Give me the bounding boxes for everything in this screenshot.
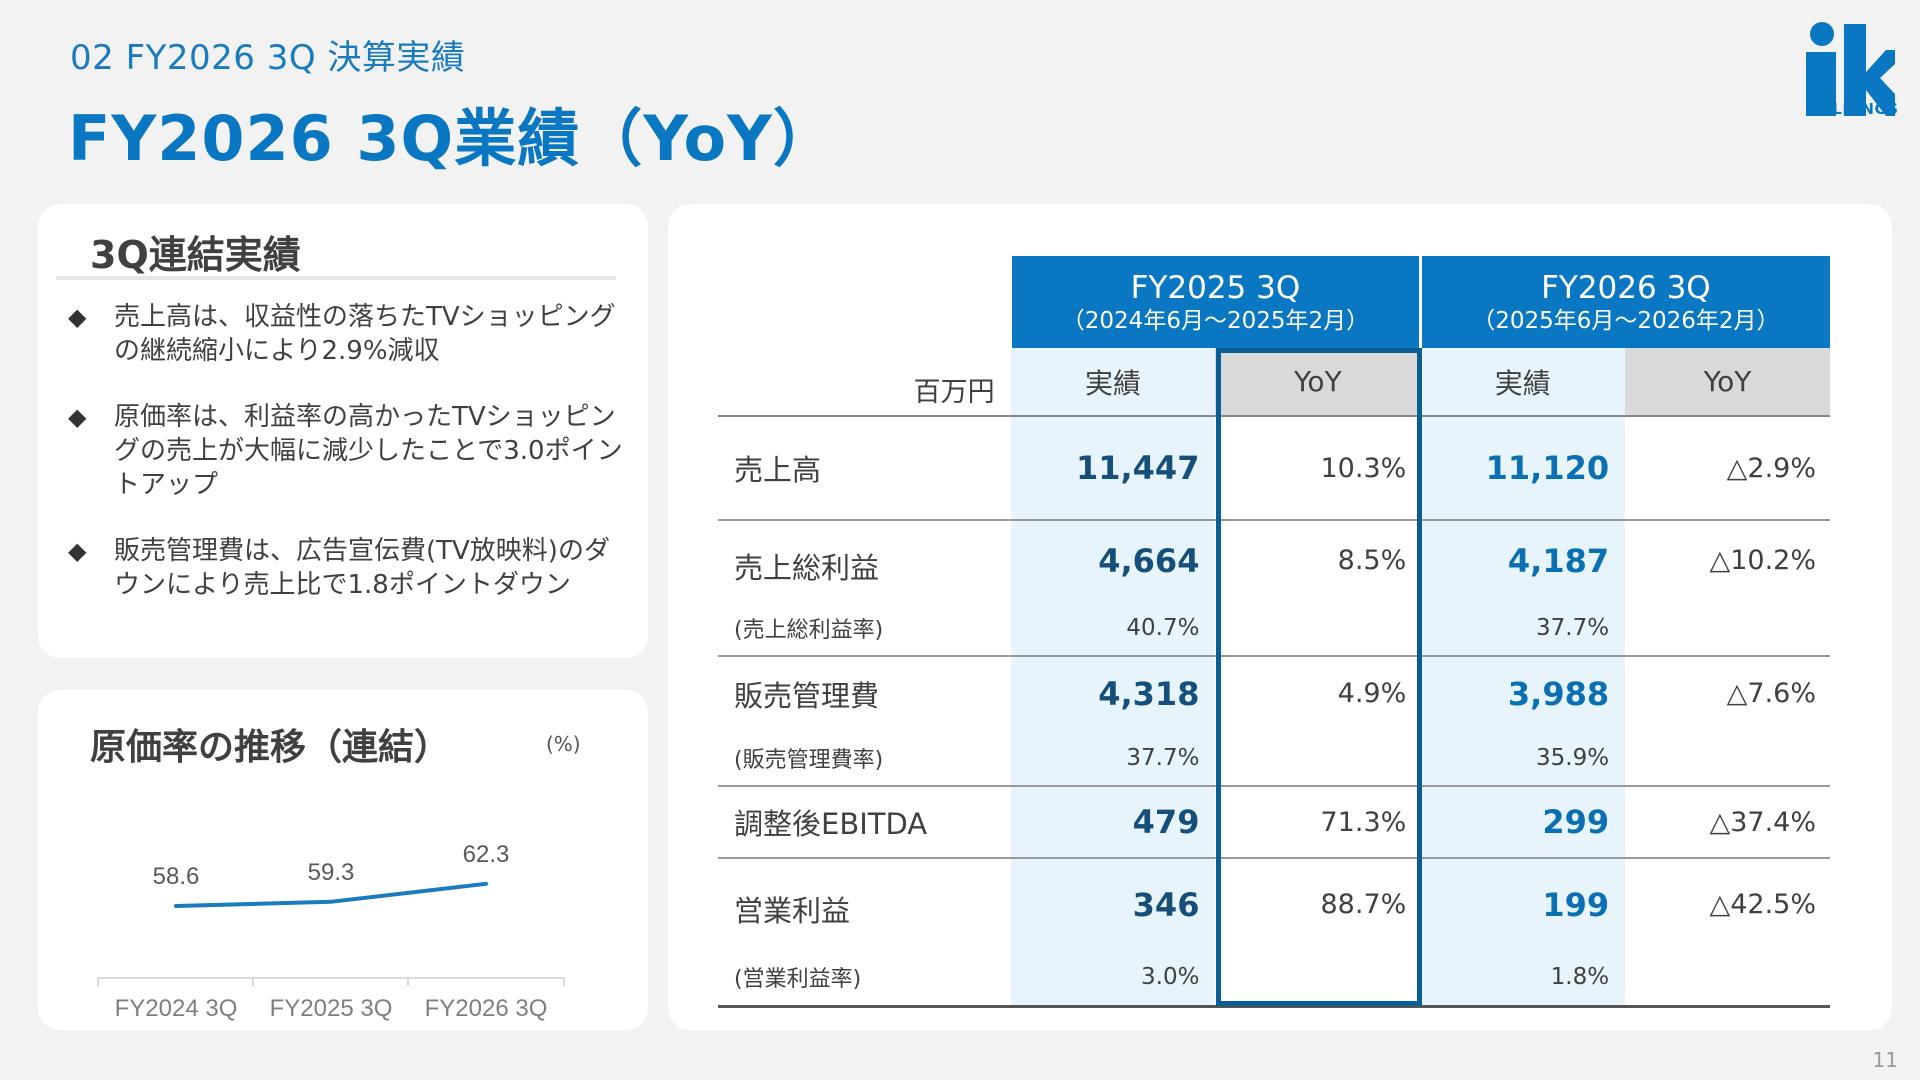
row-label: 調整後EBITDA: [718, 786, 1011, 859]
empty-cell: [1625, 950, 1830, 1008]
empty-header-cell: [718, 256, 1011, 348]
section-label: 02 FY2026 3Q 決算実績: [70, 38, 466, 78]
row-sub-label: (売上総利益率): [718, 600, 1011, 657]
period-name: FY2025 3Q: [1130, 270, 1301, 306]
value-cell: 479: [1010, 786, 1216, 859]
bullet-list: ◆ 売上高は、収益性の落ちたTVショッピングの継続縮小により2.9%減収 ◆ 原…: [68, 300, 628, 634]
value-cell: 4,318: [1010, 656, 1216, 730]
row-sub-label: (販売管理費率): [718, 730, 1011, 787]
yoy-cell: △42.5%: [1709, 889, 1816, 920]
empty-cell: [1215, 730, 1421, 787]
list-item: ◆ 売上高は、収益性の落ちたTVショッピングの継続縮小により2.9%減収: [68, 300, 628, 368]
empty-cell: [1625, 730, 1830, 787]
value-cell: 11,447: [1010, 416, 1216, 521]
period-header-fy2025: FY2025 3Q （2024年6月～2025年2月）: [1009, 256, 1421, 348]
row-label: 販売管理費: [734, 678, 880, 713]
data-label: 59.3: [308, 859, 355, 886]
value-cell: 346: [1010, 858, 1216, 950]
rate-cell: 37.7%: [1010, 730, 1216, 787]
yoy-cell: 88.7%: [1320, 889, 1407, 920]
table-row: (営業利益率) 3.0% 1.8%: [718, 950, 1830, 1008]
summary-card: 3Q連結実績 ◆ 売上高は、収益性の落ちたTVショッピングの継続縮小により2.9…: [38, 204, 648, 658]
period-range: （2024年6月～2025年2月）: [1061, 308, 1370, 334]
logo-text: HOLDINGS: [1806, 100, 1899, 118]
yoy-cell: △37.4%: [1625, 786, 1830, 859]
empty-cell: [1625, 600, 1830, 657]
value-cell: 3,988: [1420, 656, 1626, 730]
table-row: 売上高 11,447 10.3% 11,120 △2.9%: [718, 416, 1830, 521]
chart-unit: (%): [546, 732, 581, 756]
heading-divider: [56, 276, 616, 280]
row-label: 売上総利益: [734, 550, 880, 585]
unit-label: 百万円: [718, 348, 1011, 417]
value-cell: 4,187: [1420, 520, 1626, 600]
row-label: 営業利益: [734, 893, 851, 928]
row-sub-label: (営業利益率): [718, 950, 1011, 1008]
bullet-text: 売上高は、収益性の落ちたTVショッピングの継続縮小により2.9%減収: [114, 302, 616, 366]
column-header-row: 百万円 実績 YoY 実績 YoY: [718, 348, 1830, 417]
list-item: ◆ 原価率は、利益率の高かったTVショッピングの売上が大幅に減少したことで3.0…: [68, 400, 628, 502]
rate-cell: 35.9%: [1420, 730, 1626, 787]
value-cell: 199: [1420, 858, 1626, 950]
column-header-actual: 実績: [1420, 348, 1626, 417]
row-label: 売上高: [718, 416, 1011, 521]
yoy-cell: 10.3%: [1215, 416, 1421, 521]
yoy-cell: △7.6%: [1726, 678, 1816, 709]
period-header-fy2026: FY2026 3Q （2025年6月～2026年2月）: [1418, 256, 1830, 348]
yoy-cell: 71.3%: [1215, 786, 1421, 859]
empty-cell: [1215, 950, 1421, 1008]
yoy-cell: 4.9%: [1337, 678, 1407, 709]
diamond-bullet-icon: ◆: [68, 537, 87, 565]
table-row: (売上総利益率) 40.7% 37.7%: [718, 600, 1830, 657]
page-number: 11: [1872, 1048, 1898, 1072]
table-row: (販売管理費率) 37.7% 35.9%: [718, 730, 1830, 787]
table-row: 調整後EBITDA 479 71.3% 299 △37.4%: [718, 786, 1830, 859]
yoy-cell: 8.5%: [1337, 545, 1407, 576]
x-tick-label: FY2025 3Q: [270, 995, 393, 1022]
cost-ratio-chart-card: 原価率の推移（連結） (%) 58.6 59.3 62.3 FY2024 3Q FY20…: [38, 690, 648, 1030]
results-table-card: FY2025 3Q （2024年6月～2025年2月） FY2026 3Q （2…: [668, 204, 1892, 1030]
data-label: 58.6: [153, 863, 200, 890]
column-header-actual: 実績: [1010, 348, 1216, 417]
diamond-bullet-icon: ◆: [68, 303, 87, 331]
period-header-row: FY2025 3Q （2024年6月～2025年2月） FY2026 3Q （2…: [718, 256, 1830, 348]
table-row: 販売管理費 4,318 4.9% 3,988 △7.6%: [718, 656, 1830, 730]
results-table: FY2025 3Q （2024年6月～2025年2月） FY2026 3Q （2…: [718, 256, 1830, 1008]
page-title: FY2026 3Q業績（YoY）: [68, 102, 836, 175]
rate-cell: 3.0%: [1010, 950, 1216, 1008]
bullet-text: 販売管理費は、広告宣伝費(TV放映料)のダウンにより売上比で1.8ポイントダウン: [114, 536, 610, 600]
summary-heading: 3Q連結実績: [90, 233, 301, 277]
column-header-yoy: YoY: [1625, 348, 1830, 417]
rate-cell: 40.7%: [1010, 600, 1216, 657]
data-label: 62.3: [463, 841, 510, 868]
chart-title: 原価率の推移（連結）: [90, 727, 451, 768]
x-tick-label: FY2026 3Q: [425, 995, 548, 1022]
x-tick-label: FY2024 3Q: [115, 995, 238, 1022]
company-logo: [1806, 22, 1895, 116]
column-header-yoy: YoY: [1215, 348, 1421, 417]
value-cell: 11,120: [1420, 416, 1626, 521]
table-row: 営業利益 346 88.7% 199 △42.5%: [718, 858, 1830, 950]
rate-cell: 37.7%: [1420, 600, 1626, 657]
value-cell: 4,664: [1010, 520, 1216, 600]
series-line: [174, 881, 488, 908]
period-range: （2025年6月～2026年2月）: [1472, 308, 1780, 334]
rate-cell: 1.8%: [1420, 950, 1626, 1008]
cost-ratio-line-chart: 58.6 59.3 62.3 FY2024 3Q FY2025 3Q FY2026 3Q: [97, 841, 565, 1022]
period-name: FY2026 3Q: [1541, 270, 1711, 306]
list-item: ◆ 販売管理費は、広告宣伝費(TV放映料)のダウンにより売上比で1.8ポイントダ…: [68, 534, 628, 602]
yoy-cell: △2.9%: [1625, 416, 1830, 521]
bullet-text: 原価率は、利益率の高かったTVショッピングの売上が大幅に減少したことで3.0ポイ…: [114, 402, 623, 500]
value-cell: 299: [1420, 786, 1626, 859]
table-row: 売上総利益 4,664 8.5% 4,187 △10.2%: [718, 520, 1830, 600]
empty-cell: [1215, 600, 1421, 657]
diamond-bullet-icon: ◆: [68, 403, 87, 431]
yoy-cell: △10.2%: [1709, 545, 1816, 576]
